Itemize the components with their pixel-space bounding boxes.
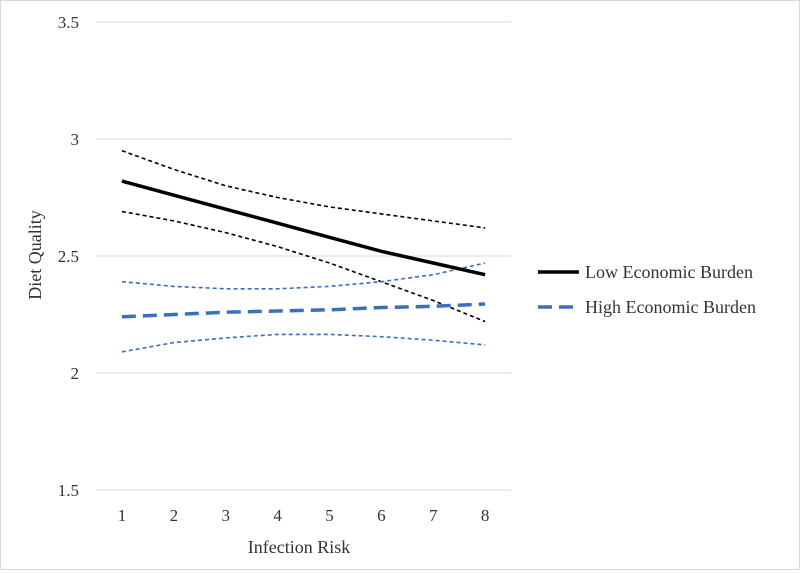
x-tick-labels: 1 2 3 4 5 6 7 8 [118, 506, 490, 525]
y-tick-label: 2.5 [58, 247, 79, 266]
legend: Low Economic Burden High Economic Burden [538, 262, 756, 317]
x-tick-label: 8 [481, 506, 490, 525]
legend-label: Low Economic Burden [585, 262, 753, 282]
x-tick-label: 6 [377, 506, 386, 525]
series-lines [121, 179, 486, 319]
x-tick-label: 1 [118, 506, 127, 525]
legend-label: High Economic Burden [585, 297, 756, 317]
y-tick-labels: 1.5 2 2.5 3 3.5 [58, 13, 79, 500]
y-tick-label: 3 [71, 130, 80, 149]
series-1-ci-lower-line [121, 333, 486, 353]
y-tick-label: 3.5 [58, 13, 79, 32]
series-0-ci-lower-line [121, 210, 486, 323]
gridlines [96, 21, 511, 491]
series-1-ci-upper-line [121, 262, 486, 290]
y-axis-title: Diet Quality [25, 210, 45, 299]
series-1-line [121, 302, 486, 319]
x-axis-title: Infection Risk [248, 537, 350, 557]
y-tick-label: 2 [71, 364, 80, 383]
y-tick-label: 1.5 [58, 481, 79, 500]
x-tick-label: 4 [273, 506, 282, 525]
x-tick-label: 3 [221, 506, 230, 525]
x-tick-label: 7 [429, 506, 438, 525]
confidence-bands [121, 149, 486, 353]
x-tick-label: 2 [170, 506, 179, 525]
series-0-ci-upper-line [121, 149, 486, 229]
series-0-line [121, 179, 486, 277]
x-tick-label: 5 [325, 506, 334, 525]
